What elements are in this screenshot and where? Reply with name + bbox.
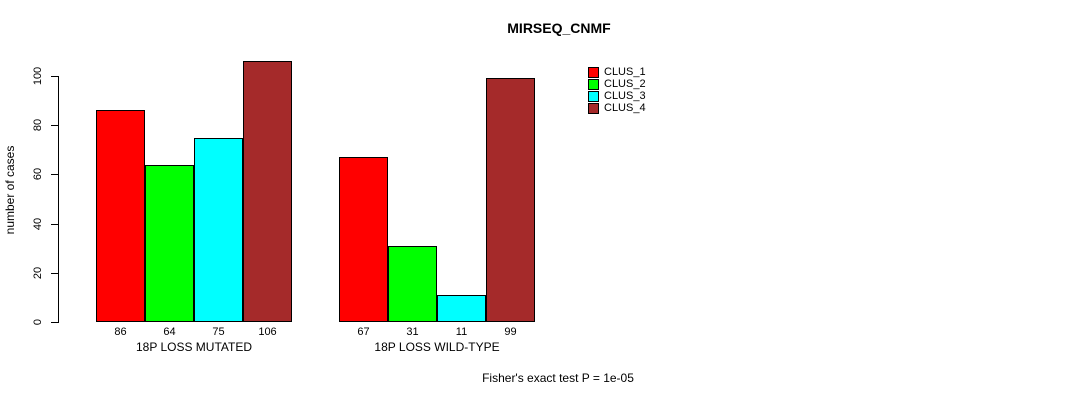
fisher-test-annotation: Fisher's exact test P = 1e-05 [482,371,634,385]
legend-item: CLUS_4 [588,102,646,114]
y-tick-mark [51,174,58,176]
y-tick-label: 40 [32,217,44,230]
y-tick-label: 0 [32,318,44,326]
bar-value-label: 11 [455,326,468,338]
bar-clus-4-group2 [486,78,535,322]
legend-label: CLUS_3 [604,90,646,102]
bar-value-label: 99 [504,326,517,338]
y-axis-line [58,76,59,323]
y-tick-label: 100 [32,66,44,86]
legend-label: CLUS_1 [604,66,646,78]
legend: CLUS_1 CLUS_2 CLUS_3 CLUS_4 [588,66,646,114]
bar-clus-1-group2 [339,157,388,322]
legend-item: CLUS_3 [588,90,646,102]
legend-swatch-icon [588,102,599,114]
bar-value-label: 31 [406,326,419,338]
bar-value-label: 67 [357,326,370,338]
x-group-label: 18P LOSS MUTATED [135,340,253,354]
y-tick-mark [51,125,58,127]
legend-swatch-icon [588,78,599,90]
bar-clus-1-group1 [96,110,145,322]
bar-value-label: 106 [258,326,277,338]
legend-label: CLUS_2 [604,78,646,90]
chart-title: MIRSEQ_CNMF [507,20,611,36]
y-tick-label: 60 [32,168,44,181]
x-group-label: 18P LOSS WILD-TYPE [374,340,500,354]
y-tick-mark [51,76,58,77]
bar-clus-3-group1 [194,137,243,322]
legend-item: CLUS_1 [588,66,646,78]
bar-clus-4-group1 [243,61,292,322]
y-tick-label: 80 [32,119,44,132]
bar-value-label: 64 [163,326,176,338]
y-tick-mark [51,322,58,323]
y-tick-label: 20 [32,266,44,279]
bar-value-label: 86 [114,326,127,338]
y-tick-mark [51,272,58,274]
legend-label: CLUS_4 [604,102,646,114]
bar-clus-2-group1 [145,164,194,322]
bar-value-label: 75 [212,326,225,338]
bar-clus-3-group2 [437,294,486,322]
bar-clus-2-group2 [388,245,437,322]
y-tick-mark [51,223,58,225]
legend-item: CLUS_2 [588,78,646,90]
legend-swatch-icon [588,66,599,78]
legend-swatch-icon [588,90,599,102]
